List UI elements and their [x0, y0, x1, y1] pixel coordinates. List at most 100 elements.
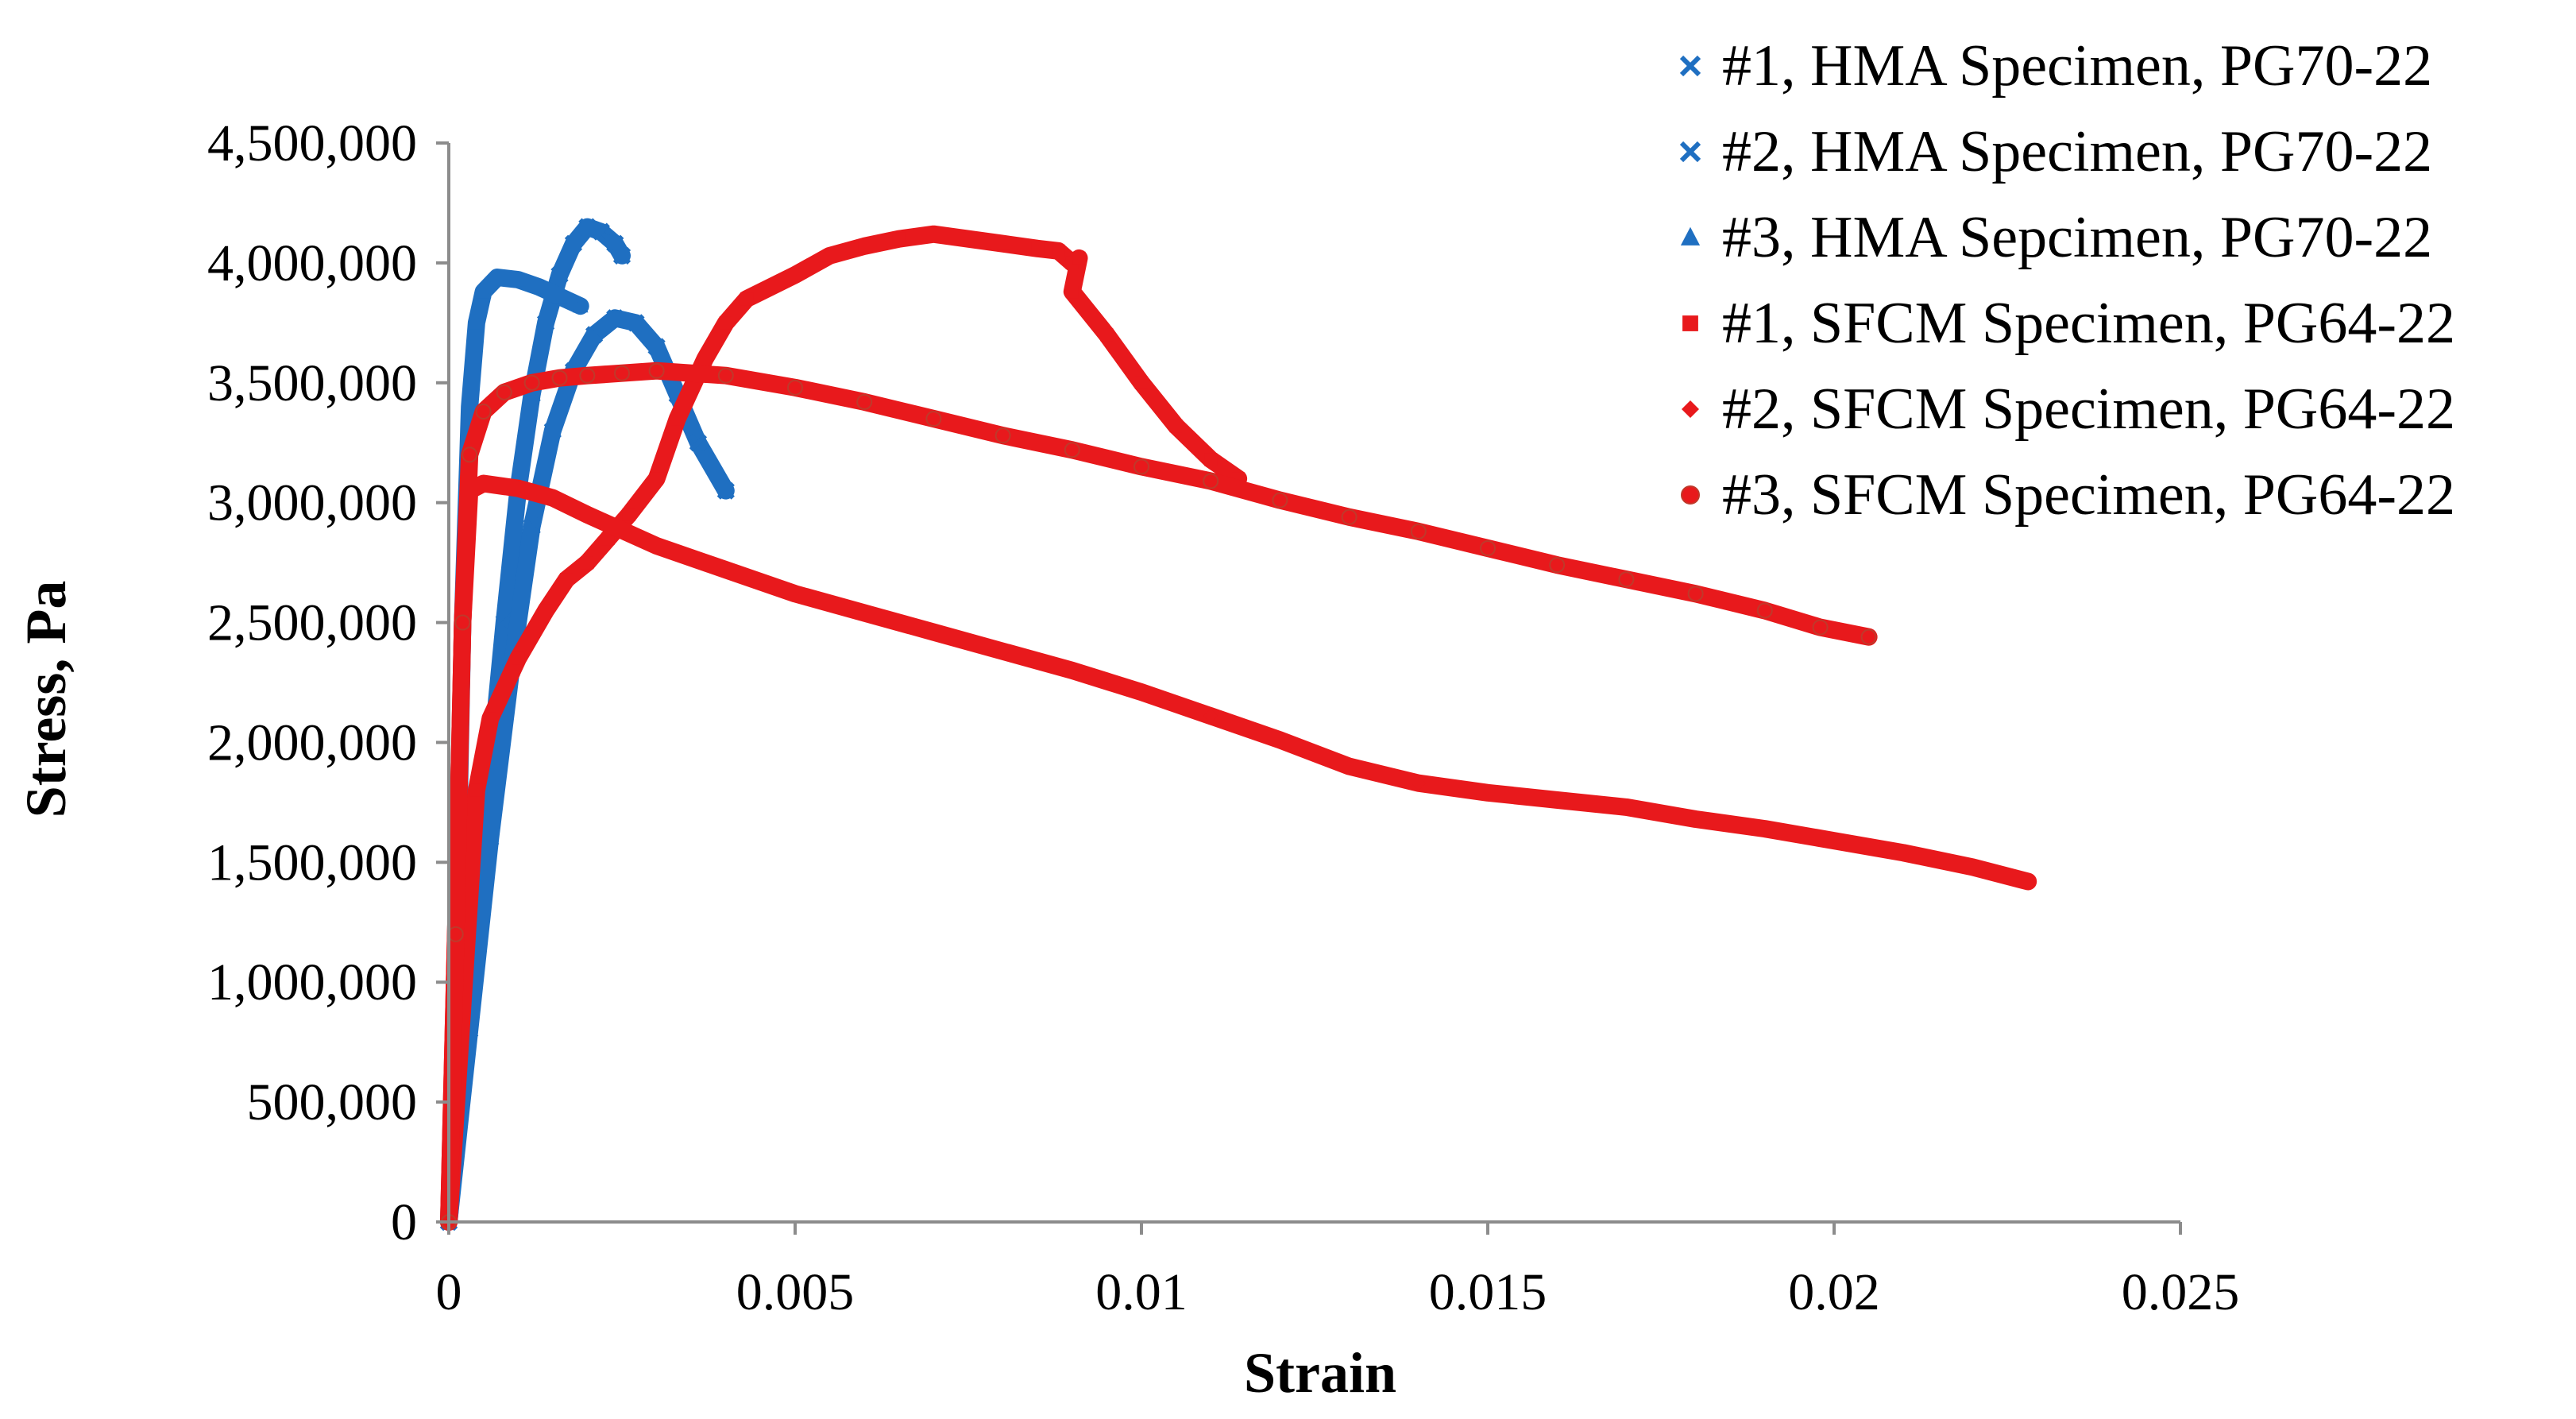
data-point	[496, 384, 512, 400]
data-point	[1549, 557, 1566, 574]
x-tick-label: 0.005	[736, 1263, 855, 1321]
y-tick-label: 1,000,000	[207, 953, 417, 1011]
data-point	[1860, 628, 1877, 645]
data-point	[1031, 242, 1045, 255]
data-point	[1134, 458, 1149, 475]
data-point	[1341, 508, 1358, 525]
data-point	[489, 269, 505, 284]
data-point	[627, 314, 645, 332]
data-point	[1757, 822, 1772, 837]
data-point	[670, 412, 684, 426]
legend-label: #1, SFCM Specimen, PG64-22	[1722, 291, 2455, 356]
data-point	[650, 472, 663, 485]
x-tick-label: 0.02	[1788, 1263, 1880, 1321]
y-tick-label: 4,500,000	[207, 114, 417, 172]
data-point	[717, 367, 734, 384]
data-point	[1273, 733, 1288, 748]
marker-stroke	[543, 422, 562, 440]
legend-marker	[1682, 400, 1699, 418]
marker-stroke	[1679, 55, 1701, 77]
x-tick-label: 0.025	[2122, 1263, 2240, 1321]
data-point	[585, 326, 604, 344]
series-6	[440, 362, 1878, 1231]
data-point	[718, 563, 733, 578]
data-point	[1052, 244, 1065, 257]
data-point	[484, 712, 497, 725]
data-point	[1203, 709, 1218, 724]
data-point	[614, 365, 630, 381]
data-point	[1134, 685, 1149, 700]
marker-stroke	[536, 314, 555, 332]
data-point	[926, 624, 941, 640]
marker-stroke	[612, 246, 631, 265]
data-point	[647, 338, 666, 356]
data-point	[578, 218, 597, 236]
data-point	[1480, 540, 1496, 557]
data-point	[622, 508, 635, 521]
data-point	[1272, 492, 1288, 508]
data-point	[564, 234, 583, 253]
series-line	[440, 309, 735, 1231]
data-point	[1410, 523, 1427, 539]
data-point	[510, 271, 527, 287]
data-point	[698, 352, 712, 365]
data-point	[716, 481, 735, 500]
data-point	[719, 316, 732, 330]
legend-label: #2, HMA Specimen, PG70-22	[1722, 119, 2432, 184]
data-point	[1619, 799, 1634, 814]
axes-layer: 0 500,000 1,000,000 1,500,000 2,000,000 2,500…	[207, 114, 2239, 1321]
x-tick-label: 0	[436, 1263, 462, 1321]
x-tick-label: 0.01	[1095, 1263, 1188, 1321]
marker-stroke	[592, 222, 610, 241]
y-tick-label: 3,500,000	[207, 354, 417, 412]
data-point	[1204, 453, 1218, 466]
data-point	[1618, 571, 1635, 588]
legend-marker	[1680, 226, 1701, 246]
data-point	[823, 249, 836, 262]
data-point	[1896, 845, 1911, 860]
data-point	[476, 476, 491, 491]
data-point	[1342, 759, 1357, 774]
data-point	[649, 538, 664, 553]
data-point	[2021, 874, 2036, 889]
data-point	[606, 309, 624, 327]
data-point	[543, 422, 562, 440]
y-tick-label: 3,000,000	[207, 474, 417, 532]
data-point	[689, 434, 708, 452]
y-axis-title: Stress, Pa	[14, 581, 78, 818]
marker-stroke	[495, 613, 513, 632]
series-line	[440, 362, 1878, 1231]
y-tick-label: 0	[391, 1193, 417, 1251]
legend-item: #1, HMA Specimen, PG70-22	[1679, 33, 2432, 99]
y-tick-label: 2,000,000	[207, 713, 417, 771]
legend-marker	[1682, 315, 1698, 331]
data-point	[1481, 785, 1495, 800]
data-point	[469, 783, 483, 797]
data-point	[580, 507, 595, 522]
legend-label: #3, SFCM Specimen, PG64-22	[1722, 462, 2455, 528]
legend: #1, HMA Specimen, PG70-22 #2, HMA Specime…	[1679, 33, 2455, 528]
legend-label: #1, HMA Specimen, PG70-22	[1722, 33, 2432, 99]
data-point	[1064, 442, 1080, 458]
data-point	[788, 268, 802, 282]
data-point	[581, 556, 594, 570]
data-point	[1756, 602, 1773, 619]
legend-marker	[1679, 55, 1701, 77]
legend-item: #1, SFCM Specimen, PG64-22	[1682, 291, 2455, 356]
data-point	[536, 314, 555, 332]
legend-item: #2, HMA Specimen, PG70-22	[1679, 119, 2432, 184]
data-point	[1550, 792, 1565, 807]
data-point	[788, 586, 802, 601]
marker-stroke	[585, 326, 604, 344]
series-layer	[439, 218, 2037, 1231]
data-point	[1064, 663, 1079, 678]
data-point	[468, 314, 485, 330]
data-point	[1134, 376, 1149, 389]
series-4	[440, 225, 1248, 1231]
data-point	[1100, 328, 1114, 342]
marker-stroke	[1679, 141, 1701, 163]
data-point	[892, 232, 906, 246]
data-point	[447, 926, 464, 942]
